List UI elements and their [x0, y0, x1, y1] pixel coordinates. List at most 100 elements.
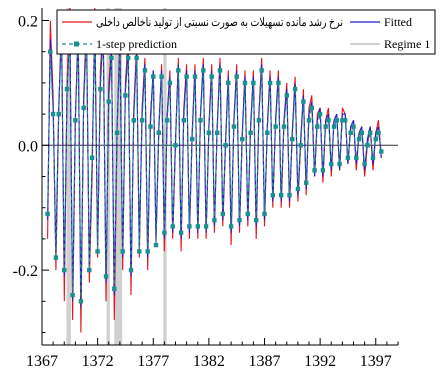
- prediction-point-59: [209, 74, 214, 79]
- prediction-point-33: [137, 249, 142, 254]
- x-tick-label-3: 1382: [193, 353, 225, 370]
- prediction-point-30: [128, 267, 134, 273]
- prediction-point-52: [190, 136, 195, 142]
- prediction-point-86: [284, 93, 289, 98]
- prediction-point-40: [156, 130, 161, 135]
- prediction-point-75: [254, 218, 259, 223]
- tick-layer: 1367 1372 1377 1382 1387 1392 1397 0.2 0.0 -0.2: [13, 13, 399, 370]
- prediction-point-6: [62, 267, 67, 273]
- prediction-point-61: [215, 130, 220, 135]
- prediction-point-37: [148, 124, 153, 129]
- legend: نرخ رشد مانده تسهیلات به صورت نسبتی از ت…: [56, 9, 436, 55]
- prediction-point-15: [87, 267, 92, 273]
- prediction-point-89: [292, 86, 298, 92]
- y-tick-label-2: -0.2: [13, 263, 38, 280]
- prediction-point-65: [226, 80, 231, 86]
- prediction-point-43: [165, 118, 170, 123]
- prediction-point-111: [354, 155, 359, 160]
- prediction-point-29: [126, 55, 131, 61]
- prediction-point-60: [212, 218, 217, 223]
- prediction-point-63: [220, 211, 225, 217]
- prediction-point-117: [370, 155, 376, 160]
- prediction-point-46: [173, 143, 178, 148]
- prediction-point-45: [170, 224, 175, 229]
- prediction-point-42: [162, 230, 167, 235]
- prediction-point-28: [123, 93, 128, 98]
- prediction-point-39: [153, 242, 159, 248]
- prediction-point-57: [203, 224, 209, 229]
- prediction-point-96: [312, 168, 317, 173]
- regime-layer: [66, 8, 167, 345]
- prediction-point-95: [309, 105, 314, 111]
- prediction-point-49: [181, 118, 186, 123]
- series-line-1: [47, 26, 382, 308]
- legend-box: [56, 9, 436, 55]
- prediction-point-110: [351, 124, 356, 129]
- prediction-point-115: [365, 143, 370, 148]
- regime-band-0: [66, 8, 71, 345]
- prediction-point-85: [281, 124, 287, 129]
- prediction-point-83: [276, 80, 281, 86]
- series-layer: [45, 7, 384, 333]
- x-tick-label-0: 1367: [26, 353, 58, 370]
- x-tick-label-2: 1377: [137, 353, 169, 370]
- prediction-point-24: [112, 286, 117, 291]
- prediction-point-25: [114, 130, 120, 135]
- prediction-point-116: [368, 130, 373, 135]
- x-tick-label-4: 1387: [249, 353, 281, 370]
- prediction-point-74: [251, 80, 256, 86]
- prediction-point-106: [340, 118, 345, 123]
- prediction-point-99: [320, 168, 326, 173]
- prediction-point-82: [273, 124, 278, 129]
- prediction-point-9: [70, 292, 75, 298]
- prediction-point-0: [45, 211, 50, 217]
- prediction-point-79: [265, 130, 270, 135]
- prediction-point-55: [198, 118, 203, 123]
- prediction-point-51: [187, 224, 192, 229]
- prediction-point-1: [48, 49, 53, 54]
- prediction-point-67: [231, 124, 237, 129]
- prediction-point-27: [120, 249, 125, 254]
- legend-label-regime: Regime 1: [384, 37, 430, 51]
- prediction-point-47: [176, 68, 181, 73]
- prediction-point-68: [234, 74, 239, 79]
- prediction-point-76: [256, 118, 262, 123]
- prediction-point-97: [315, 124, 320, 129]
- prediction-point-12: [78, 299, 84, 304]
- x-tick-label-1: 1372: [82, 353, 114, 370]
- prediction-point-77: [259, 68, 264, 73]
- prediction-point-66: [228, 224, 234, 229]
- prediction-point-71: [242, 80, 248, 86]
- prediction-point-41: [159, 74, 164, 79]
- prediction-point-105: [337, 161, 342, 167]
- regime-band-3: [163, 8, 167, 345]
- prediction-point-2: [50, 111, 56, 117]
- legend-swatch-prediction-marker: [74, 41, 79, 47]
- prediction-point-69: [237, 218, 242, 223]
- prediction-point-113: [359, 130, 364, 135]
- prediction-point-13: [81, 105, 86, 111]
- prediction-point-118: [373, 136, 378, 142]
- prediction-point-112: [356, 136, 362, 142]
- prediction-point-44: [167, 80, 173, 86]
- legend-label-prediction: 1-step prediction: [96, 37, 177, 51]
- prediction-point-87: [287, 193, 292, 198]
- prediction-point-101: [326, 118, 331, 123]
- prediction-point-19: [98, 86, 103, 92]
- y-tick-label-0: 0.2: [18, 13, 38, 30]
- prediction-point-94: [306, 118, 312, 123]
- prediction-point-91: [298, 143, 303, 148]
- legend-label-fitted: Fitted: [384, 15, 412, 29]
- prediction-point-18: [95, 249, 100, 254]
- prediction-point-73: [248, 130, 253, 135]
- prediction-point-93: [304, 180, 309, 185]
- prediction-point-21: [103, 274, 109, 279]
- prediction-point-31: [131, 118, 136, 123]
- prediction-point-80: [267, 80, 273, 86]
- prediction-point-103: [331, 124, 337, 129]
- x-tick-label-6: 1397: [360, 353, 392, 370]
- prediction-point-36: [145, 249, 150, 254]
- prediction-point-88: [290, 136, 295, 142]
